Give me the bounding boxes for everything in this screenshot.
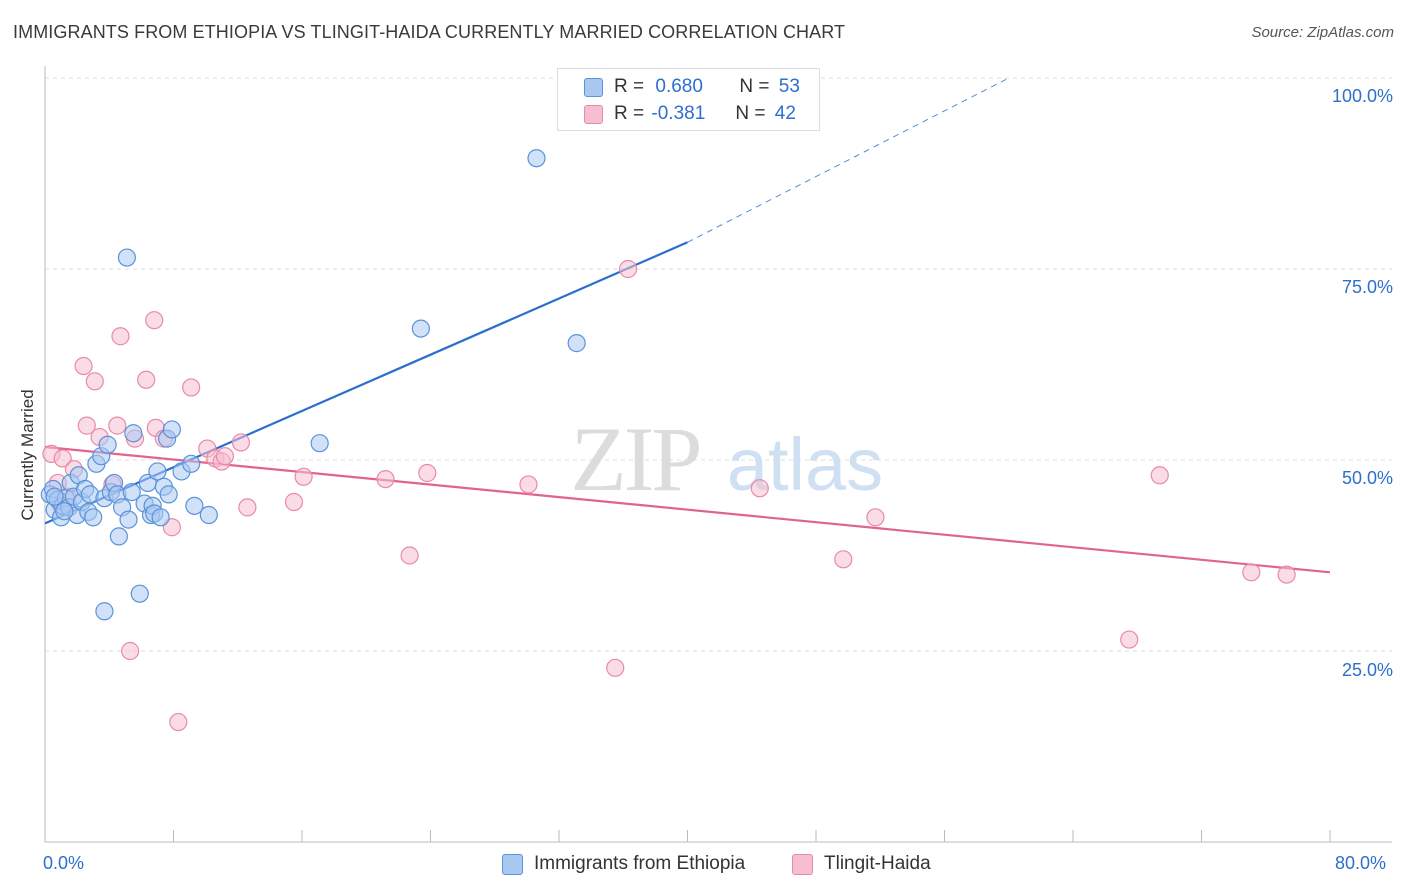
data-point-tlingit [53, 449, 72, 468]
data-point-tlingit [77, 416, 96, 435]
x-tick-label-min: 0.0% [43, 853, 85, 873]
data-point-ethiopia [310, 434, 329, 453]
trend-line-tlingit [44, 445, 1331, 574]
bottom-legend-swatch-pink [792, 853, 813, 875]
data-point-ethiopia [95, 602, 114, 621]
axes [44, 66, 1392, 843]
data-point-ethiopia [84, 508, 103, 527]
legend-n-value: 53 [778, 76, 800, 97]
data-point-tlingit [1277, 565, 1296, 584]
data-point-tlingit [182, 378, 201, 397]
data-point-tlingit [1150, 466, 1169, 485]
data-point-tlingit [1242, 563, 1261, 582]
data-point-tlingit [400, 546, 419, 565]
data-point-tlingit [231, 433, 251, 452]
legend-r-label: R = [614, 76, 645, 97]
data-point-tlingit [284, 492, 304, 512]
data-point-tlingit [418, 463, 437, 483]
data-point-tlingit [294, 467, 313, 486]
correlation-legend: R = 0.680 N = 53 R = -0.381 N = 42 [557, 68, 820, 131]
data-point-ethiopia [98, 435, 117, 454]
legend-n-label: N = [739, 76, 770, 97]
legend-n-value: 42 [774, 103, 796, 124]
data-point-ethiopia [162, 420, 181, 439]
data-point-tlingit [121, 641, 140, 661]
bottom-legend-label-tlingit: Tlingit-Haida [824, 853, 931, 874]
data-point-tlingit [1120, 630, 1139, 649]
data-point-tlingit [215, 447, 234, 466]
data-point-tlingit [834, 550, 853, 569]
data-point-ethiopia [148, 462, 167, 481]
data-point-tlingit [618, 259, 638, 279]
source-label: Source: ZipAtlas.com [1251, 24, 1394, 41]
data-point-tlingit [238, 498, 257, 517]
data-point-tlingit [85, 372, 104, 391]
data-point-tlingit [111, 327, 130, 346]
data-point-ethiopia [124, 424, 143, 443]
y-tick-label-75: 75.0% [1341, 277, 1393, 297]
data-point-ethiopia [45, 487, 64, 506]
bottom-legend-tlingit: Tlingit-Haida [792, 851, 931, 877]
data-point-tlingit [519, 475, 538, 494]
data-point-ethiopia [199, 505, 218, 525]
watermark-atlas: atlas [727, 423, 883, 506]
data-point-ethiopia [527, 149, 546, 168]
grid-lines [45, 77, 1392, 652]
data-point-ethiopia [119, 510, 138, 529]
data-point-tlingit [606, 658, 625, 677]
bottom-legend-ethiopia: Immigrants from Ethiopia [502, 851, 745, 877]
legend-swatch-blue [584, 77, 603, 97]
data-point-ethiopia [567, 334, 586, 353]
data-point-ethiopia [411, 319, 430, 338]
watermark: ZIP atlas [571, 408, 884, 510]
chart-title: IMMIGRANTS FROM ETHIOPIA VS TLINGIT-HAID… [13, 22, 846, 42]
data-point-ethiopia [151, 508, 170, 527]
bottom-legend-swatch-blue [502, 853, 523, 875]
data-point-ethiopia [55, 502, 74, 521]
data-point-ethiopia [117, 248, 137, 267]
data-points [40, 149, 1296, 732]
y-tick-label-25: 25.0% [1341, 660, 1393, 680]
data-point-tlingit [750, 479, 769, 498]
trend-line-ethiopia-extension [687, 77, 1009, 243]
legend-row-tlingit: R = -0.381 N = 42 [584, 102, 796, 126]
data-point-tlingit [169, 712, 188, 732]
data-point-ethiopia [182, 454, 201, 473]
legend-r-label: R = [614, 103, 645, 124]
data-point-tlingit [866, 508, 885, 527]
data-point-ethiopia [159, 485, 178, 504]
watermark-zip: ZIP [571, 408, 700, 510]
data-point-tlingit [137, 370, 156, 389]
data-point-tlingit [376, 470, 395, 489]
data-point-ethiopia [122, 482, 141, 502]
legend-swatch-pink [584, 104, 603, 124]
data-point-ethiopia [185, 496, 204, 515]
bottom-legend-label-ethiopia: Immigrants from Ethiopia [534, 853, 746, 874]
y-tick-label-100: 100.0% [1331, 86, 1393, 106]
x-tick-label-max: 80.0% [1335, 853, 1387, 873]
data-point-tlingit [145, 311, 164, 330]
y-axis-label: Currently Married [18, 389, 37, 521]
legend-row-ethiopia: R = 0.680 N = 53 [584, 75, 800, 99]
y-tick-label-50: 50.0% [1341, 468, 1393, 488]
data-point-tlingit [74, 356, 93, 376]
data-point-ethiopia [109, 527, 128, 546]
legend-r-value: -0.381 [651, 103, 706, 124]
legend-r-value: 0.680 [655, 76, 703, 97]
data-point-tlingit [108, 416, 127, 435]
data-point-ethiopia [130, 584, 149, 603]
legend-n-label: N = [735, 103, 766, 124]
